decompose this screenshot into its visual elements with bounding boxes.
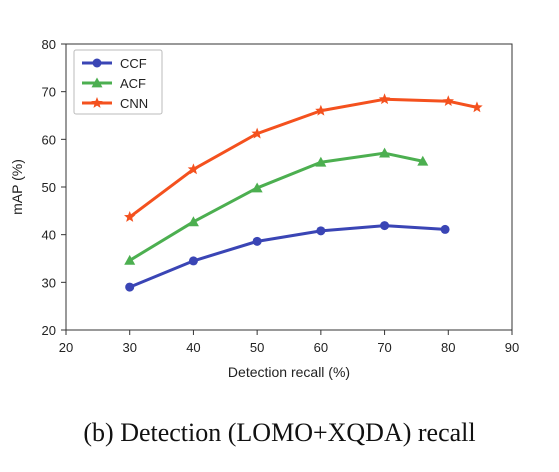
series-line-acf — [128, 151, 424, 262]
legend-marker — [91, 77, 103, 88]
data-point-cnn — [315, 104, 327, 116]
data-point-acf — [417, 155, 429, 166]
y-axis-label: mAP (%) — [9, 159, 25, 215]
data-point-acf — [379, 147, 391, 158]
x-tick-label: 20 — [59, 340, 73, 355]
legend-label: CNN — [120, 96, 148, 111]
series-cnn — [124, 93, 483, 222]
data-point-cnn — [251, 127, 263, 139]
x-tick-label: 60 — [314, 340, 328, 355]
data-point-ccf — [188, 256, 198, 266]
series-acf — [124, 147, 429, 265]
data-point-ccf — [252, 236, 262, 246]
data-point-cnn — [471, 101, 483, 113]
tick-labels: 20 30 40 50 60 70 80 90 20 30 40 50 60 70 80 — [42, 37, 520, 355]
y-tick-label: 80 — [42, 37, 56, 52]
legend-marker — [91, 97, 103, 108]
y-tick-label: 40 — [42, 228, 56, 243]
data-point-ccf — [125, 282, 135, 292]
x-tick-label: 50 — [250, 340, 264, 355]
data-point-acf — [124, 254, 136, 265]
data-point-ccf — [316, 226, 326, 236]
legend-item-acf: ACF — [82, 76, 146, 91]
x-axis-label: Detection recall (%) — [228, 364, 350, 380]
y-tick-label: 20 — [42, 323, 56, 338]
data-point-cnn — [442, 95, 454, 107]
legend-item-ccf: CCF — [82, 56, 147, 71]
legend: CCF ACF CNN — [73, 49, 163, 115]
y-tick-label: 30 — [42, 275, 56, 290]
data-point-cnn — [187, 163, 200, 175]
series-line-cnn — [128, 97, 478, 219]
y-tick-label: 60 — [42, 132, 56, 147]
series-layer — [124, 93, 483, 292]
x-tick-label: 90 — [505, 340, 519, 355]
x-tick-label: 70 — [377, 340, 391, 355]
data-point-ccf — [440, 224, 450, 234]
figure-caption: (b) Detection (LOMO+XQDA) recall — [83, 418, 476, 447]
legend-item-cnn: CNN — [82, 96, 148, 111]
data-point-cnn — [378, 93, 391, 105]
legend-marker — [92, 58, 102, 68]
data-point-cnn — [124, 211, 136, 222]
line-chart: 20 30 40 50 60 70 80 90 20 30 40 50 60 70 80 CCF ACF CNN… — [9, 37, 520, 380]
legend-label: ACF — [120, 76, 146, 91]
series-line-ccf — [129, 224, 446, 289]
data-point-acf — [315, 156, 327, 167]
data-point-acf — [187, 216, 199, 227]
legend-label: CCF — [120, 56, 147, 71]
y-tick-label: 50 — [42, 180, 56, 195]
x-tick-label: 40 — [186, 340, 200, 355]
x-tick-label: 30 — [122, 340, 136, 355]
y-tick-label: 70 — [42, 85, 56, 100]
chart-axes — [61, 43, 513, 335]
data-point-ccf — [380, 221, 390, 231]
data-point-acf — [251, 182, 263, 193]
x-tick-label: 80 — [441, 340, 455, 355]
series-ccf — [125, 221, 450, 292]
